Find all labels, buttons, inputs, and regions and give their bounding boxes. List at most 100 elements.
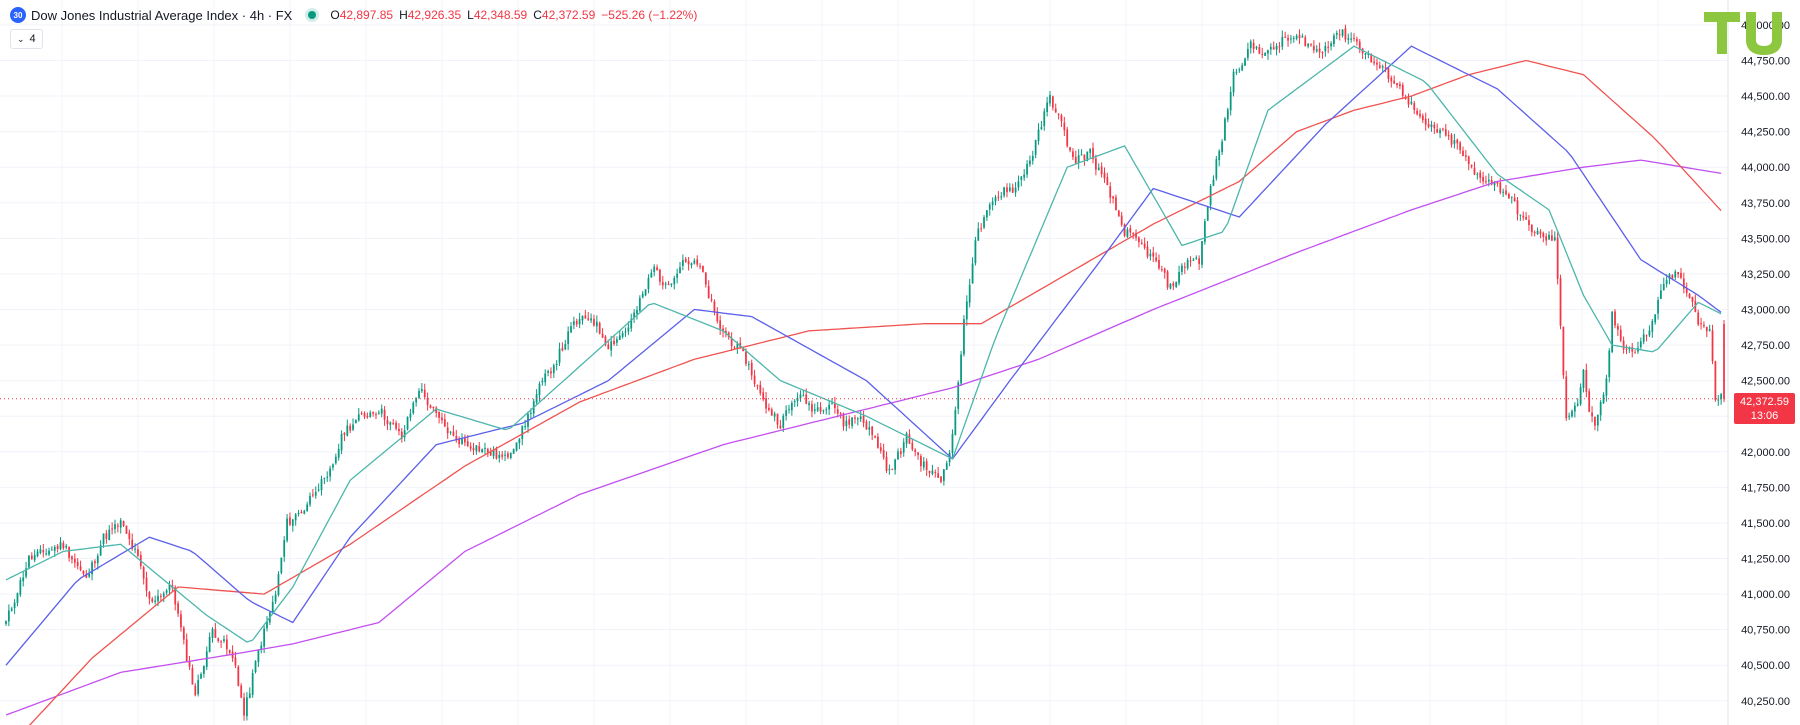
candle-body — [174, 587, 177, 605]
candle-body — [1138, 237, 1140, 243]
candle-body — [1212, 179, 1215, 186]
candle-body — [1671, 274, 1674, 279]
candle-body — [237, 666, 240, 686]
candle-body — [1433, 124, 1436, 129]
candle-body — [793, 401, 796, 403]
candle-body — [610, 341, 613, 351]
candle-body — [1657, 299, 1659, 314]
candle-body — [363, 413, 366, 417]
candle-body — [1295, 35, 1298, 39]
candle-body — [197, 679, 200, 695]
candle-body — [297, 513, 300, 515]
candle-body — [544, 373, 547, 383]
candle-body — [464, 437, 466, 443]
candle-body — [1556, 237, 1559, 279]
candle-body — [395, 422, 397, 429]
candle-body — [1378, 65, 1381, 68]
candle-body — [162, 593, 165, 597]
candle-body — [621, 333, 624, 337]
candle-body — [1226, 109, 1229, 120]
candle-body — [277, 574, 280, 595]
candle-body — [659, 269, 661, 282]
candle-body — [578, 319, 581, 325]
candle-body — [1117, 210, 1120, 217]
candle-body — [1287, 37, 1289, 41]
candle-body — [1000, 196, 1003, 198]
candle-body — [1275, 46, 1278, 50]
candle-body — [618, 335, 621, 340]
candle-body — [148, 592, 151, 599]
candle-body — [974, 240, 977, 264]
candle-body — [963, 319, 965, 355]
indicators-toggle-button[interactable]: ⌄ 4 — [10, 29, 43, 49]
candle-body — [1697, 312, 1700, 325]
candle-body — [1255, 46, 1258, 49]
y-tick-label: 42,500.00 — [1741, 376, 1790, 388]
candle-body — [931, 470, 934, 474]
candle-body — [954, 409, 957, 435]
candle-body — [283, 540, 286, 557]
candle-body — [1605, 378, 1608, 396]
candle-body — [426, 398, 429, 406]
candle-body — [885, 456, 888, 471]
candle-body — [1158, 259, 1160, 269]
candle-body — [1470, 164, 1473, 167]
candle-body — [1135, 232, 1137, 238]
candle-body — [1447, 135, 1450, 137]
candle-body — [733, 347, 736, 349]
candle-body — [1714, 361, 1717, 401]
candle-body — [5, 621, 7, 624]
candle-body — [1094, 158, 1097, 170]
candle-body — [994, 197, 997, 202]
candle-body — [220, 641, 222, 643]
candle-body — [472, 448, 475, 451]
candle-body — [208, 636, 211, 653]
candle-body — [1585, 369, 1588, 392]
candle-body — [561, 347, 564, 351]
candle-body — [1097, 167, 1100, 171]
candle-body — [1318, 48, 1321, 53]
candle-body — [1476, 173, 1479, 175]
candle-body — [1467, 156, 1470, 165]
candle-body — [1324, 45, 1327, 52]
candle-body — [1596, 414, 1599, 426]
market-status-icon — [308, 11, 317, 19]
symbol-title[interactable]: Dow Jones Industrial Average Index · 4h … — [31, 7, 293, 23]
candle-body — [604, 336, 607, 345]
candle-body — [94, 561, 96, 564]
candle-body — [88, 574, 91, 577]
candle-body — [1046, 102, 1049, 112]
candle-body — [234, 657, 237, 666]
candle-body — [25, 568, 27, 577]
symbol-badge[interactable]: 30 — [10, 7, 26, 23]
candle-body — [1315, 49, 1318, 52]
candle-body — [905, 433, 908, 444]
candle-body — [28, 555, 30, 568]
candle-body — [877, 436, 879, 448]
candle-body — [1399, 84, 1401, 87]
candle-body — [452, 431, 455, 436]
candle-body — [1155, 257, 1158, 261]
candle-body — [759, 384, 762, 394]
candle-body — [673, 278, 676, 285]
candle-body — [469, 446, 472, 449]
candle-body — [1026, 164, 1028, 175]
close-key: C — [533, 8, 542, 22]
candle-body — [300, 511, 303, 514]
candle-body — [377, 412, 380, 414]
candle-body — [7, 610, 10, 622]
candle-body — [920, 456, 922, 467]
candle-body — [340, 433, 343, 451]
candle-body — [1616, 325, 1619, 330]
candle-body — [1536, 230, 1539, 235]
candle-body — [1338, 34, 1341, 36]
candle-body — [280, 557, 283, 573]
candle-body — [788, 409, 790, 411]
candle-body — [871, 426, 874, 435]
candle-body — [968, 284, 971, 303]
candle-body — [1140, 242, 1143, 244]
candle-body — [1238, 69, 1241, 71]
y-tick-label: 43,750.00 — [1741, 198, 1790, 210]
y-tick-label: 44,500.00 — [1741, 91, 1790, 103]
